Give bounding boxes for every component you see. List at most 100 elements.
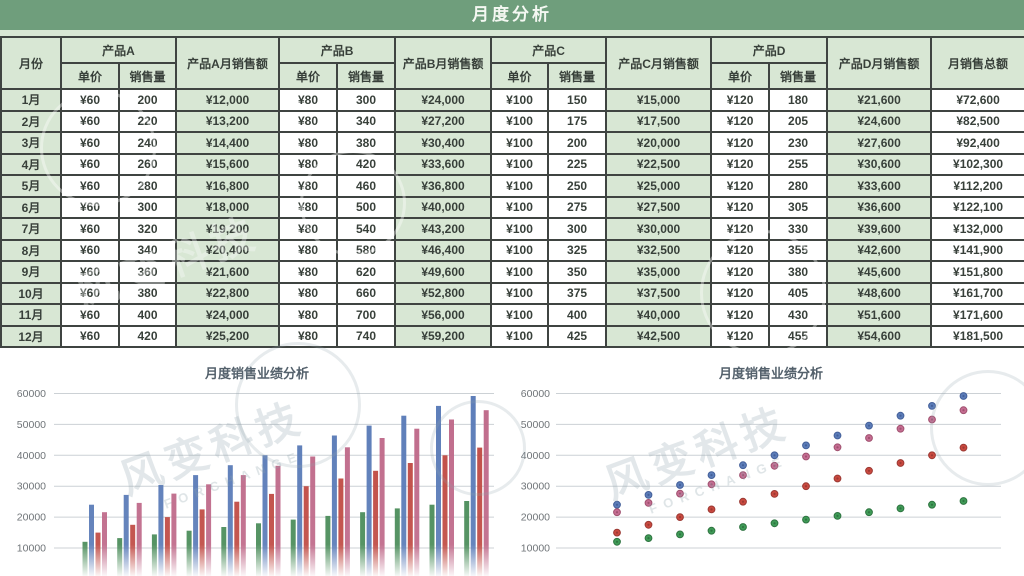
table-row: 9月 ¥60 360 ¥21,600 ¥80 620 ¥49,600 ¥100 350 ¥35,0… [0, 260, 1024, 284]
data-point-center [647, 501, 650, 504]
bar [310, 456, 316, 576]
table-row: 6月 ¥60 300 ¥18,000 ¥80 500 ¥40,000 ¥100 275 ¥27,5… [0, 195, 1024, 219]
price-cell: ¥60 [60, 281, 120, 305]
price-cell: ¥80 [278, 195, 339, 219]
qty-cell: 425 [547, 324, 608, 348]
chart-title: 月度销售业绩分析 [718, 366, 823, 381]
monthly-analysis-table: 月份 产品A 产品A月销售额 产品B 产品B月销售额 产品C 产品C月销售额 产… [0, 36, 1024, 348]
qty-cell: 200 [117, 88, 178, 112]
qty-cell: 340 [336, 109, 397, 133]
month-cell: 5月 [0, 174, 62, 198]
sales-cell: ¥32,500 [605, 238, 713, 262]
data-point-center [678, 533, 682, 536]
bar [401, 415, 407, 576]
total-cell: ¥132,000 [930, 217, 1024, 241]
bar [360, 512, 366, 576]
sales-cell: ¥24,600 [826, 109, 933, 133]
bar-chart-canvas: 10000 20000 30000 40000 50000 60000 月度销售业绩分析 [17, 366, 494, 576]
bar-series-产品D月销售额 [102, 410, 489, 576]
price-cell: ¥60 [60, 324, 120, 348]
data-point-center [773, 464, 776, 467]
total-cell: ¥112,200 [930, 174, 1024, 198]
price-cell: ¥100 [490, 109, 550, 133]
price-cell: ¥60 [60, 88, 120, 112]
month-cell: 2月 [0, 109, 62, 133]
price-cell: ¥80 [278, 174, 339, 198]
scatter-series-产品C月销售额 [613, 443, 968, 537]
data-point-center [647, 537, 650, 540]
sales-cell: ¥30,400 [394, 131, 493, 155]
sales-cell: ¥48,600 [826, 281, 933, 305]
bar [344, 447, 350, 576]
bar [82, 541, 88, 576]
header-product-a: 产品A [59, 36, 178, 64]
header-row-1: 月份 产品A 产品A月销售额 产品B 产品B月销售额 产品C 产品C月销售额 产… [0, 36, 1024, 90]
price-cell: ¥100 [490, 217, 550, 241]
sheet-background-strip [0, 30, 1024, 36]
price-cell: ¥60 [60, 217, 120, 241]
bar [394, 508, 400, 576]
bar [164, 517, 170, 576]
bar [206, 484, 212, 576]
qty-cell: 300 [117, 195, 178, 219]
y-axis-tick-label: 10000 [17, 543, 46, 555]
bar [102, 512, 107, 576]
sales-cell: ¥14,400 [175, 131, 281, 155]
total-cell: ¥171,600 [930, 303, 1024, 327]
sales-cell: ¥56,000 [394, 303, 493, 327]
header-qty-a: 销售量 [117, 62, 178, 90]
data-point-center [867, 511, 871, 514]
bar [442, 455, 448, 576]
price-cell: ¥60 [60, 303, 120, 327]
price-cell: ¥60 [60, 260, 120, 284]
price-cell: ¥100 [490, 303, 550, 327]
sales-cell: ¥49,600 [394, 260, 493, 284]
bar [193, 475, 199, 576]
qty-cell: 280 [117, 174, 178, 198]
sales-cell: ¥51,600 [826, 303, 933, 327]
bar [331, 435, 337, 576]
qty-cell: 255 [768, 152, 829, 176]
price-cell: ¥100 [490, 174, 550, 198]
data-point-center [930, 454, 934, 457]
bar [123, 494, 129, 576]
sales-cell: ¥19,200 [175, 217, 281, 241]
sales-cell: ¥27,200 [394, 109, 493, 133]
data-point-center [741, 525, 745, 529]
header-product-a-sales: 产品A月销售额 [175, 36, 281, 90]
bar [436, 405, 441, 576]
data-point-center [836, 477, 839, 480]
price-cell: ¥120 [710, 324, 771, 348]
qty-cell: 375 [547, 281, 608, 305]
month-cell: 10月 [0, 281, 62, 305]
data-point-center [962, 446, 965, 449]
sales-cell: ¥25,000 [605, 174, 713, 198]
qty-cell: 200 [547, 131, 608, 155]
data-point-center [678, 516, 682, 519]
bar [373, 470, 379, 576]
sales-cell: ¥25,200 [175, 324, 281, 348]
bar [256, 523, 261, 576]
total-cell: ¥161,700 [930, 281, 1024, 305]
qty-cell: 175 [547, 109, 608, 133]
month-cell: 4月 [0, 152, 62, 176]
price-cell: ¥60 [60, 131, 120, 155]
month-cell: 8月 [0, 238, 62, 262]
sales-cell: ¥16,800 [175, 174, 281, 198]
data-point-center [962, 499, 965, 503]
data-point-center [710, 529, 713, 532]
header-qty-c: 销售量 [547, 62, 608, 90]
sales-cell: ¥12,000 [175, 88, 281, 112]
y-axis-tick-label: 60000 [521, 388, 550, 400]
sales-cell: ¥42,600 [826, 238, 933, 262]
price-cell: ¥60 [60, 238, 120, 262]
sales-cell: ¥15,000 [605, 88, 713, 112]
qty-cell: 455 [768, 324, 829, 348]
price-cell: ¥60 [60, 152, 120, 176]
y-axis-tick-label: 50000 [521, 419, 550, 431]
sales-cell: ¥20,000 [605, 131, 713, 155]
data-point-center [867, 424, 871, 427]
qty-cell: 405 [768, 281, 829, 305]
sales-cell: ¥21,600 [175, 260, 281, 284]
bar [477, 447, 483, 576]
